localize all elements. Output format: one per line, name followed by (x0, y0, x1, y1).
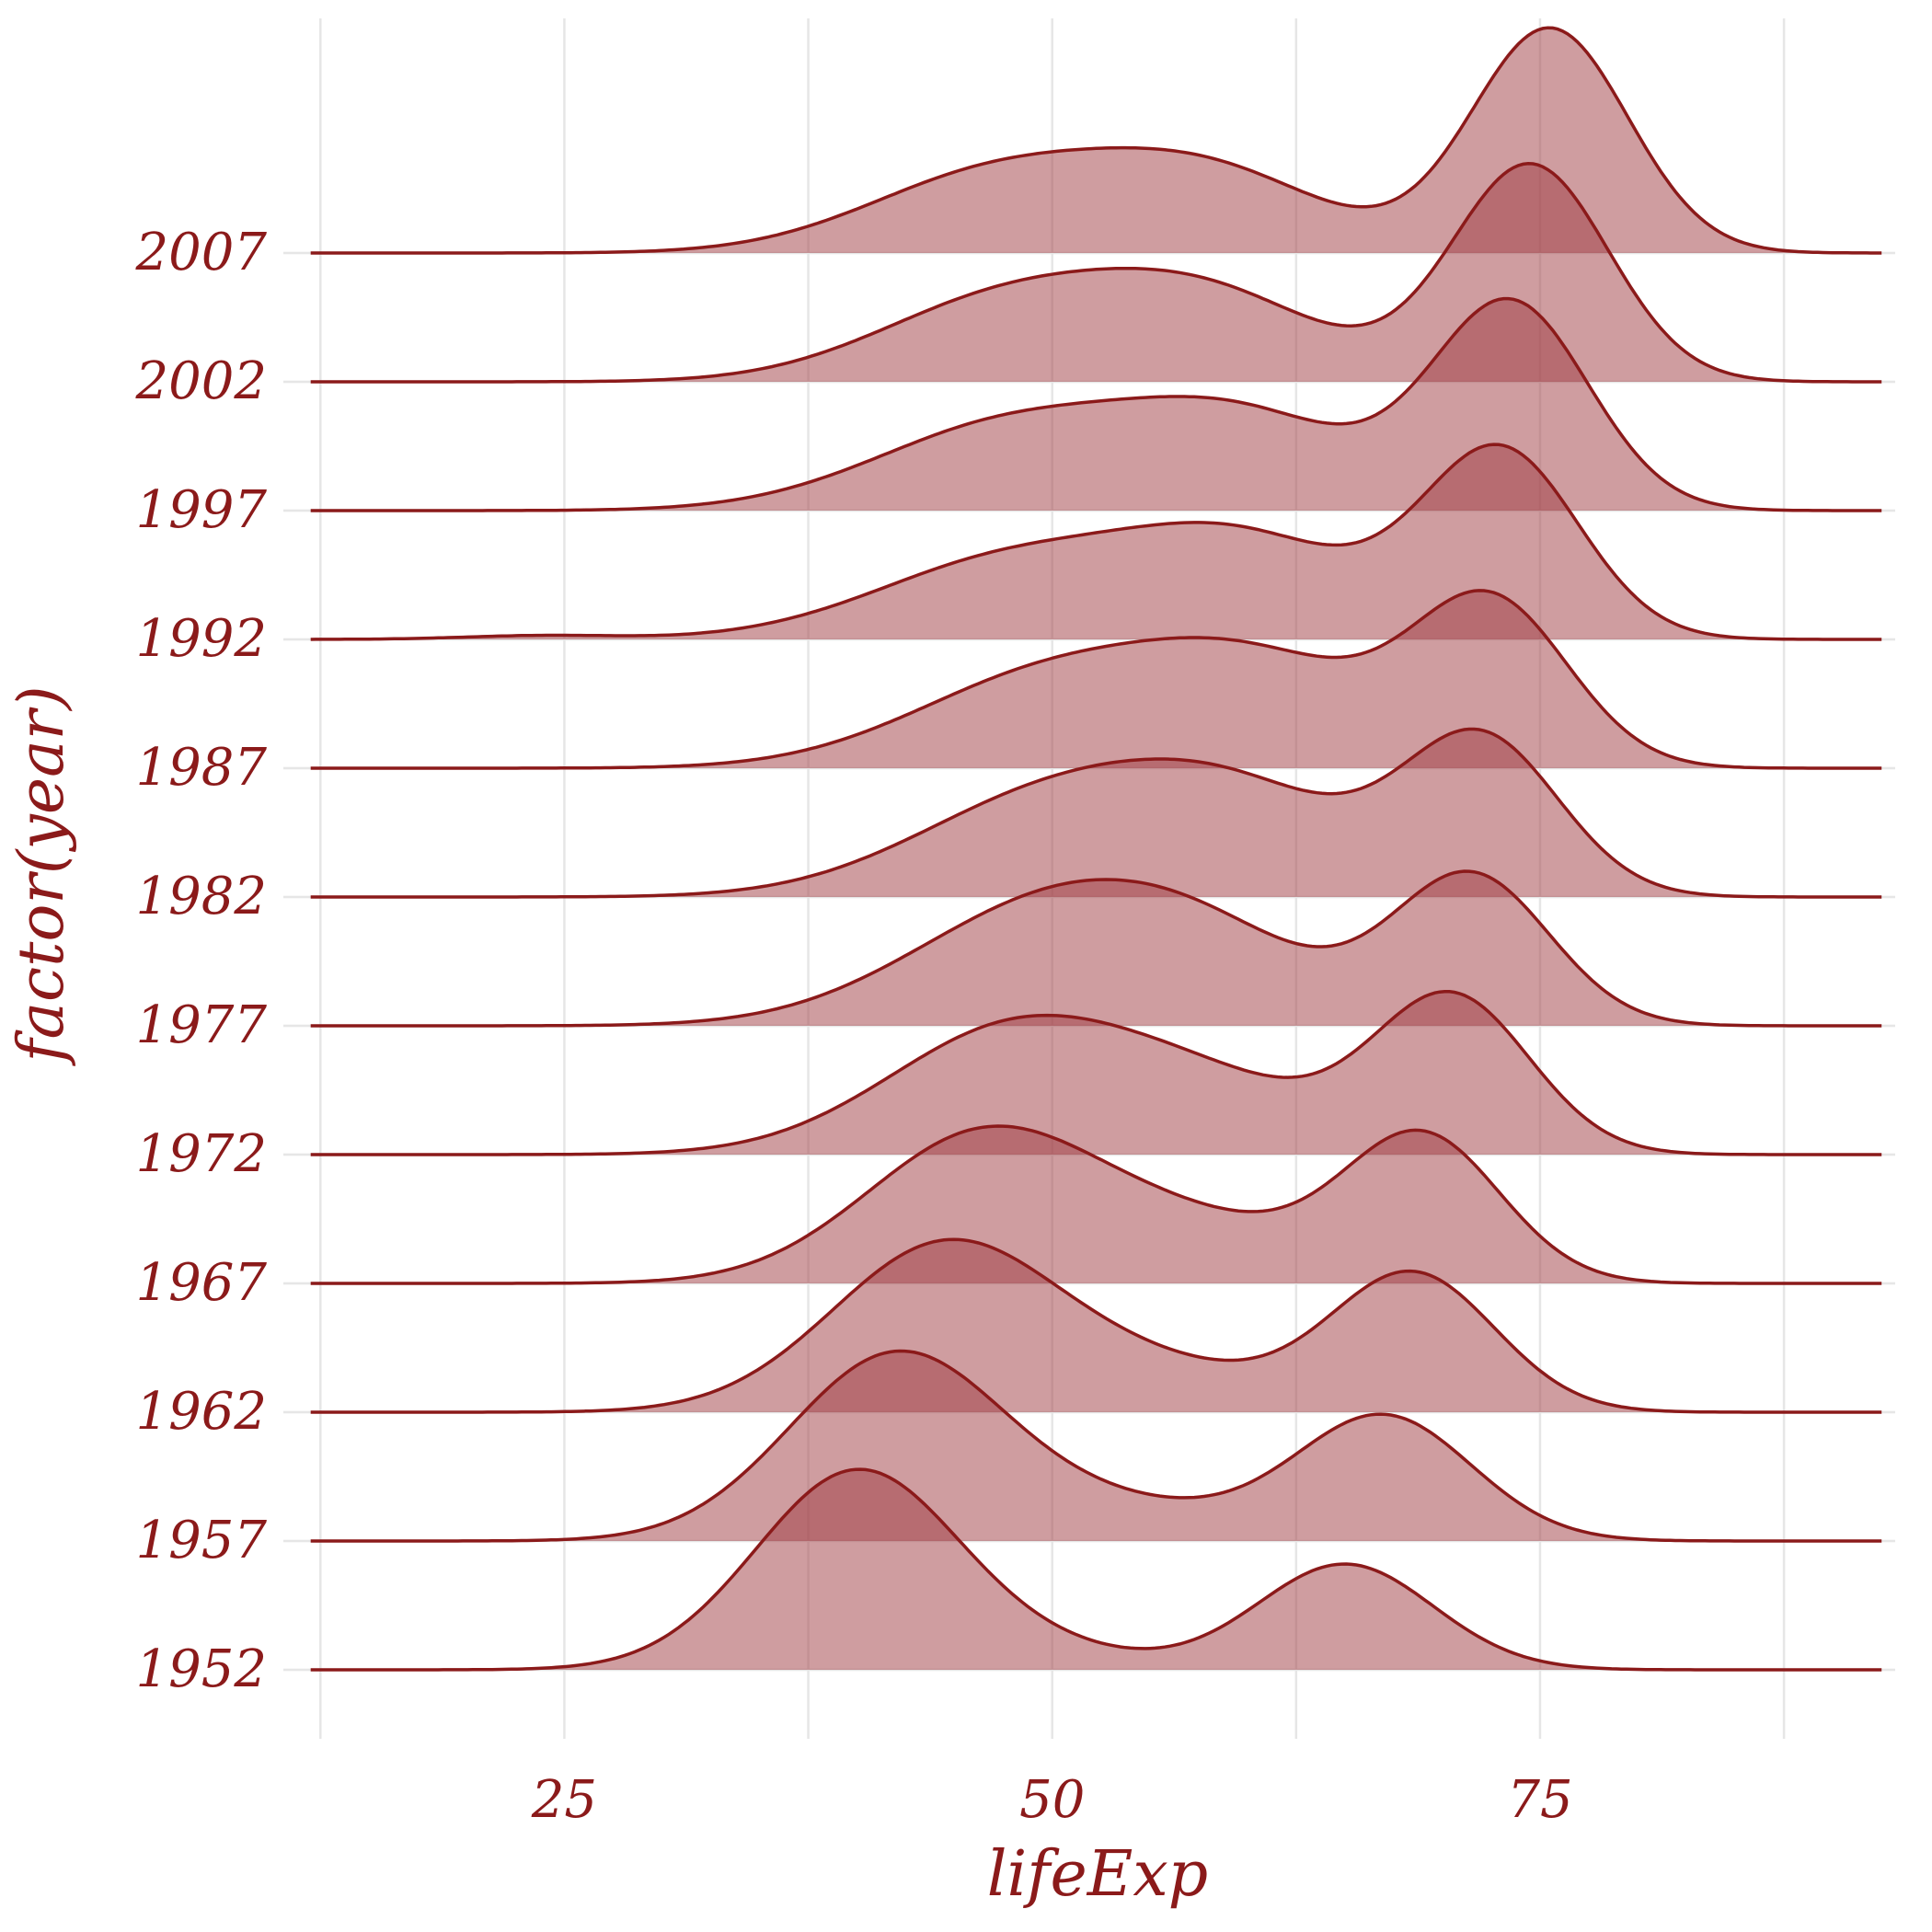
ridge-1982 (310, 727, 1882, 899)
ridge-1987 (310, 589, 1882, 770)
y-axis-title: factor(year) (6, 685, 78, 1066)
y-tick-label-1952: 1952 (135, 1639, 267, 1699)
ridge-fill-1967 (310, 1126, 1882, 1283)
ridge-2007 (310, 26, 1882, 255)
ridge-fill-1982 (310, 729, 1882, 897)
ridge-1972 (310, 989, 1882, 1156)
y-tick-label-1972: 1972 (135, 1124, 267, 1184)
y-tick-label-1992: 1992 (135, 609, 267, 669)
ridge-line-1952 (310, 1467, 1882, 1672)
label-layer: 25 50 75 1952 1957 1962 1967 1972 1977 1982 1987 19… (134, 223, 1572, 1830)
ridge-1977 (310, 869, 1882, 1028)
ridge-fill-1952 (310, 1469, 1882, 1670)
ridge-layer (310, 26, 1882, 1672)
ridge-1957 (310, 1349, 1882, 1543)
ridge-fill-1957 (310, 1351, 1882, 1541)
ridge-fill-1977 (310, 871, 1882, 1026)
ridge-line-2007 (310, 26, 1882, 255)
ridge-fill-1972 (310, 991, 1882, 1155)
ridge-fill-1987 (310, 590, 1882, 768)
ridge-1962 (310, 1237, 1882, 1414)
y-tick-label-1987: 1987 (135, 738, 267, 798)
ridge-1967 (310, 1124, 1882, 1285)
y-tick-label-1967: 1967 (135, 1253, 267, 1313)
ridge-line-1967 (310, 1124, 1882, 1285)
x-tick-label: 75 (1507, 1770, 1572, 1830)
y-tick-label-1997: 1997 (135, 480, 267, 540)
ridge-line-1997 (310, 296, 1882, 512)
ridge-line-1992 (310, 443, 1882, 641)
x-tick-label: 25 (531, 1770, 597, 1830)
y-tick-label-2002: 2002 (134, 351, 267, 411)
x-tick-label: 50 (1019, 1770, 1085, 1830)
y-tick-label-1957: 1957 (135, 1511, 267, 1570)
ridge-line-1977 (310, 869, 1882, 1028)
y-tick-label-2007: 2007 (134, 223, 267, 282)
y-tick-label-1962: 1962 (135, 1382, 267, 1442)
ridge-line-1962 (310, 1237, 1882, 1414)
ridge-fill-1962 (310, 1239, 1882, 1412)
x-axis-title: lifeExp (987, 1838, 1208, 1911)
ridge-line-1987 (310, 589, 1882, 770)
y-tick-label-1977: 1977 (135, 995, 267, 1055)
y-tick-label-1982: 1982 (135, 867, 267, 926)
ridge-fill-2007 (310, 28, 1882, 254)
ridge-line-2002 (310, 162, 1882, 384)
ridge-line-1957 (310, 1349, 1882, 1543)
ridge-1952 (310, 1467, 1882, 1672)
ridge-line-1982 (310, 727, 1882, 899)
ridge-line-1972 (310, 989, 1882, 1156)
